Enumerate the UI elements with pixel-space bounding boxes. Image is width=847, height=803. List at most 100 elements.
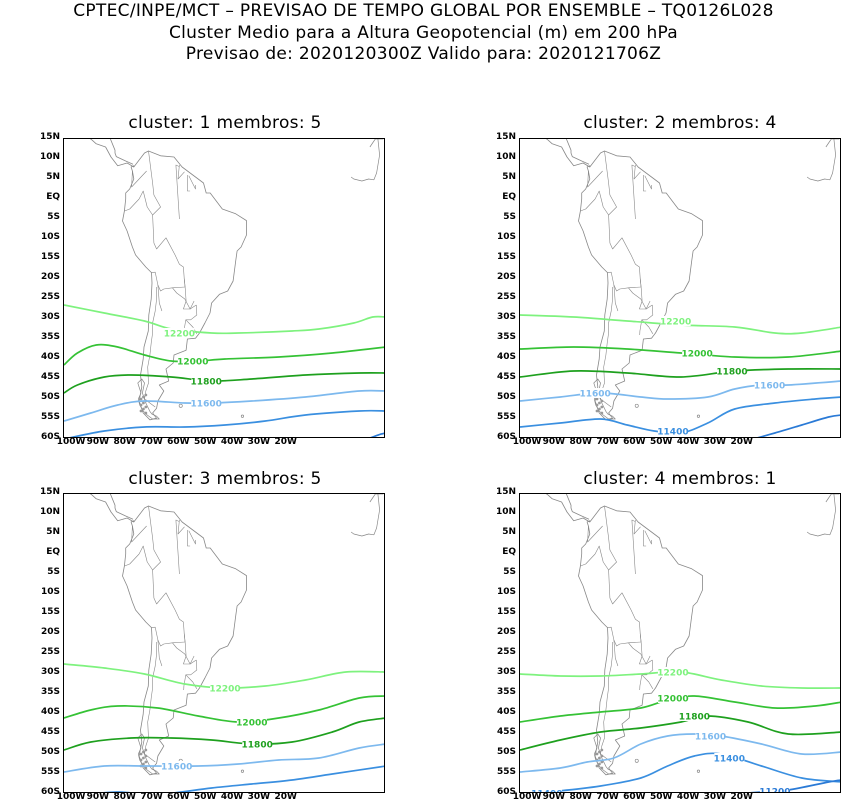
lat-tick-label: 25S bbox=[40, 292, 60, 302]
lat-tick-label: 35S bbox=[496, 687, 516, 697]
lat-tick-label: 55S bbox=[496, 767, 516, 777]
lat-tick-label: 30S bbox=[496, 312, 516, 322]
lat-tick-label: 45S bbox=[496, 372, 516, 382]
lat-tick-label: 45S bbox=[496, 727, 516, 737]
lat-tick-label: 35S bbox=[40, 332, 60, 342]
header-line-1: CPTEC/INPE/MCT – PREVISAO DE TEMPO GLOBA… bbox=[73, 1, 774, 21]
contour-label-11600: 11600 bbox=[191, 400, 222, 410]
lon-tick-label: 30W bbox=[247, 792, 271, 802]
contour-label-12000: 12000 bbox=[236, 719, 267, 729]
lat-tick-label: 40S bbox=[40, 707, 60, 717]
lat-tick-label: 25S bbox=[40, 647, 60, 657]
contour-label-12000: 12000 bbox=[681, 350, 712, 360]
lat-tick-label: 45S bbox=[40, 727, 60, 737]
contour-label-11800: 11800 bbox=[679, 713, 710, 723]
lon-tick-label: 30W bbox=[247, 437, 271, 447]
lat-tick-label: 20S bbox=[40, 627, 60, 637]
lat-tick-label: 10S bbox=[496, 232, 516, 242]
lon-tick-label: 100W bbox=[512, 437, 542, 447]
lon-tick-label: 60W bbox=[623, 437, 646, 447]
lat-tick-label: 25S bbox=[496, 647, 516, 657]
lat-tick-label: 10N bbox=[495, 152, 516, 162]
lat-tick-label: 60S bbox=[496, 432, 516, 442]
contour-label-12200: 12200 bbox=[209, 685, 240, 695]
lon-tick-label: 70W bbox=[140, 437, 163, 447]
lat-tick-label: 10N bbox=[495, 507, 516, 517]
lon-tick-label: 40W bbox=[220, 792, 244, 802]
map-svg: 12200 12000 11800 11600 11600 11400 bbox=[520, 139, 840, 438]
coastline-and-borders bbox=[90, 139, 384, 421]
header-line-3: Previsao de: 2020120300Z Valido para: 20… bbox=[185, 44, 662, 64]
lat-tick-label: 45S bbox=[40, 372, 60, 382]
map-svg: 12200 12000 11800 11600 11400 11200 11400 bbox=[520, 494, 840, 793]
lat-tick-label: 30S bbox=[496, 667, 516, 677]
lat-tick-label: 5N bbox=[46, 527, 60, 537]
lat-tick-label: 15S bbox=[40, 252, 60, 262]
lat-tick-label: 60S bbox=[40, 432, 60, 442]
lon-tick-label: 70W bbox=[140, 792, 163, 802]
lon-tick-label: 80W bbox=[113, 437, 136, 447]
lat-tick-label: 30S bbox=[40, 667, 60, 677]
lat-tick-label: 10N bbox=[39, 507, 60, 517]
lon-tick-label: 80W bbox=[569, 792, 592, 802]
lat-tick-label: EQ bbox=[46, 547, 60, 557]
contour-label-11600: 11600 bbox=[754, 382, 785, 392]
contour-label-11800: 11800 bbox=[242, 741, 273, 751]
contour-label-11200: 11200 bbox=[759, 788, 790, 793]
contour-label-12200: 12200 bbox=[164, 330, 195, 340]
lon-tick-label: 20W bbox=[730, 792, 753, 802]
lat-tick-label: 30S bbox=[40, 312, 60, 322]
contour-12000 bbox=[64, 343, 384, 366]
contour-12000 bbox=[520, 346, 840, 359]
map-panel-cluster-4: 12200 12000 11800 11600 11400 11200 11400 bbox=[519, 493, 841, 793]
lat-tick-label: 15S bbox=[496, 252, 516, 262]
lat-tick-label: EQ bbox=[502, 547, 516, 557]
map-panel-cluster-3: 12200 12000 11800 11600 bbox=[63, 493, 385, 793]
lon-tick-label: 40W bbox=[220, 437, 244, 447]
contour-11200 bbox=[370, 432, 384, 437]
contour-label-11800: 11800 bbox=[716, 368, 747, 378]
lat-tick-label: 50S bbox=[496, 392, 516, 402]
lon-tick-label: 70W bbox=[596, 437, 619, 447]
contour-12200 bbox=[520, 314, 840, 335]
lon-tick-label: 60W bbox=[167, 437, 190, 447]
coastline-and-borders bbox=[546, 494, 840, 776]
lon-tick-label: 80W bbox=[569, 437, 592, 447]
lat-tick-label: 5S bbox=[47, 567, 60, 577]
contour-11600 bbox=[520, 380, 840, 402]
lat-tick-label: EQ bbox=[46, 192, 60, 202]
panel-2-title: cluster: 2 membros: 4 bbox=[583, 113, 777, 133]
lat-tick-label: 55S bbox=[496, 412, 516, 422]
contour-11800 bbox=[520, 368, 840, 378]
lat-tick-label: 10N bbox=[39, 152, 60, 162]
contour-12200 bbox=[64, 304, 384, 335]
lat-tick-label: 55S bbox=[40, 412, 60, 422]
map-svg: 12200 12000 11800 11600 bbox=[64, 139, 384, 437]
lon-tick-label: 60W bbox=[623, 792, 646, 802]
lon-tick-label: 70W bbox=[596, 792, 619, 802]
lat-tick-label: 15N bbox=[495, 487, 516, 497]
lat-tick-label: 40S bbox=[40, 352, 60, 362]
lon-tick-label: 50W bbox=[649, 437, 673, 447]
lat-tick-label: 40S bbox=[496, 352, 516, 362]
contour-label-11400: 11400 bbox=[531, 790, 562, 793]
map-svg: 12200 12000 11800 11600 bbox=[64, 494, 384, 792]
lon-tick-label: 60W bbox=[167, 792, 190, 802]
lon-tick-label: 50W bbox=[193, 437, 217, 447]
lat-tick-label: 10S bbox=[40, 232, 60, 242]
lon-tick-label: 100W bbox=[512, 792, 542, 802]
lat-tick-label: 50S bbox=[40, 747, 60, 757]
contour-label-11400: 11400 bbox=[657, 428, 688, 438]
lat-tick-label: 20S bbox=[496, 272, 516, 282]
header-line-2: Cluster Medio para a Altura Geopotencial… bbox=[168, 23, 679, 43]
lat-tick-label: 35S bbox=[496, 332, 516, 342]
contour-11600 bbox=[64, 389, 384, 422]
lat-tick-label: 40S bbox=[496, 707, 516, 717]
lat-tick-label: 50S bbox=[40, 392, 60, 402]
lon-tick-label: 30W bbox=[703, 792, 727, 802]
lat-tick-label: 15S bbox=[40, 607, 60, 617]
contour-label-11600: 11600 bbox=[695, 733, 726, 743]
lat-tick-label: 15N bbox=[39, 487, 60, 497]
lat-tick-label: 20S bbox=[496, 627, 516, 637]
lon-tick-label: 20W bbox=[274, 437, 297, 447]
